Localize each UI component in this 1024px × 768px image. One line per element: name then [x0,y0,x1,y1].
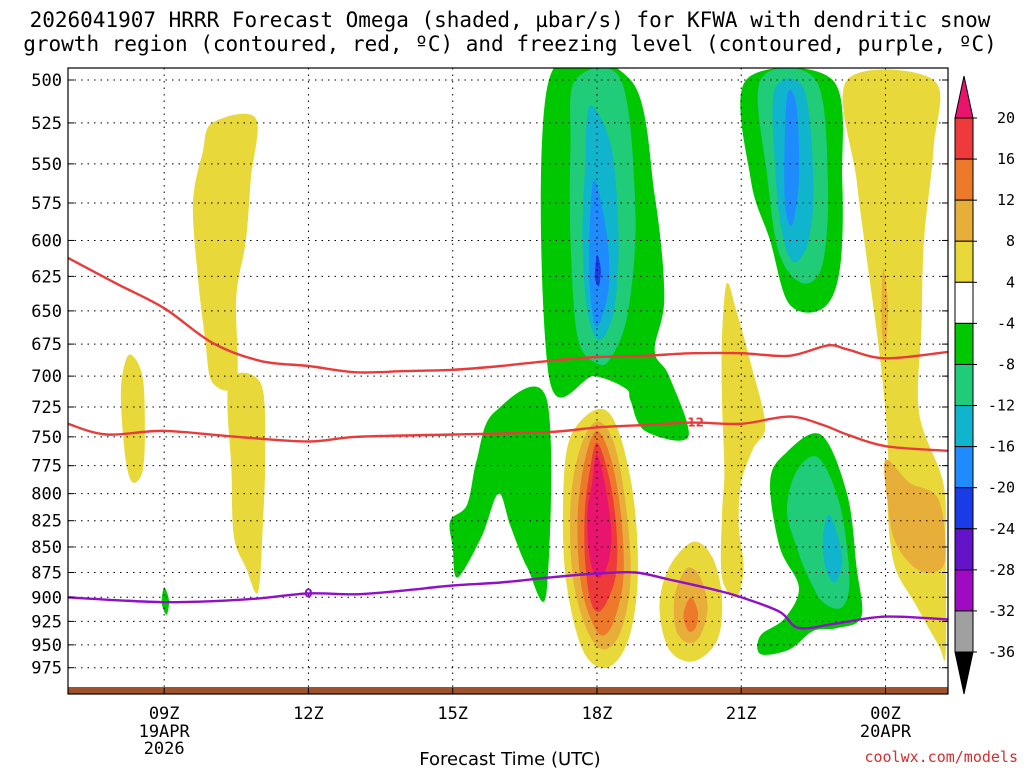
gridlines [68,68,948,694]
y-tick-label-850: 850 [31,538,62,558]
colorbar-box-8 [954,446,974,489]
omega-region-27 [683,597,699,632]
omega-shading [120,68,947,668]
y-tick-label-650: 650 [31,302,62,322]
dgz-contour-1-label: -12 [682,416,704,430]
omega-region-17 [784,89,800,227]
y-tick-label-525: 525 [31,114,62,134]
colorbar-label--36: -36 [988,643,1015,661]
colorbar-box-6 [954,363,974,407]
omega-region-2 [227,372,266,594]
colorbar-box-9 [954,487,974,530]
x-tick-label-21Z: 21Z [726,704,757,724]
omega-region-1 [120,354,145,483]
x-tick-sublabel-19APR: 19APR [139,722,191,742]
y-tick-label-775: 775 [31,457,62,477]
colorbar-label--20: -20 [988,479,1015,497]
omega-region-20 [822,514,843,583]
omega-region-23 [881,268,888,352]
colorbar-bottom-arrow [954,651,974,695]
x-tick-sublabel-20APR: 20APR [860,722,912,742]
watermark: coolwx.com/models [864,748,1018,766]
colorbar-label--28: -28 [988,561,1015,579]
chart-title-line-1: 2026041907 HRRR Forecast Omega (shaded, … [30,8,991,32]
y-tick-label-800: 800 [31,485,62,505]
x-tick-label-12Z: 12Z [293,704,324,724]
y-tick-label-575: 575 [31,194,62,214]
omega-region-0 [192,113,258,391]
y-tick-label-825: 825 [31,512,62,532]
y-tick-label-550: 550 [31,155,62,175]
y-tick-label-900: 900 [31,588,62,608]
y-tick-label-600: 600 [31,231,62,251]
colorbar-box-10 [954,528,974,571]
x-axis-label: Forecast Time (UTC) [419,749,600,768]
y-tick-label-925: 925 [31,612,62,632]
colorbar-box-11 [954,569,974,612]
colorbar: 20 16 12 8 4 -4 -8 -12 -16 -20 -24 -28 -32 -36 [954,75,1015,695]
colorbar-box-2 [954,199,974,242]
colorbar-box-5 [954,322,974,365]
ground-surface [68,687,948,694]
plot-frame [67,67,949,695]
dgz-contour-0 [68,256,948,374]
colorbar-label-4: 4 [1006,273,1015,291]
y-tick-label-750: 750 [31,428,62,448]
omega-region-24 [720,282,766,598]
colorbar-label-20: 20 [997,109,1015,127]
contour-lines: -12 0 [68,256,948,630]
y-tick-label-950: 950 [31,636,62,656]
y-tick-label-975: 975 [31,659,62,679]
omega-region-12 [589,179,610,327]
colorbar-label-12: 12 [997,191,1015,209]
x-tick-label-15Z: 15Z [437,704,468,724]
colorbar-label--8: -8 [997,355,1015,373]
colorbar-box-7 [954,405,974,448]
y-tick-label-675: 675 [31,335,62,355]
omega-region-22 [884,459,946,574]
colorbar-top-arrow [954,75,974,119]
omega-region-7 [587,454,612,578]
x-tick-label-00Z: 00Z [870,704,901,724]
x-tick-label-09Z: 09Z [149,704,180,724]
colorbar-label--24: -24 [988,520,1015,538]
freezing-level-line-label: 0 [304,586,312,600]
colorbar-label--4: -4 [997,314,1015,332]
colorbar-box-3 [954,240,974,283]
colorbar-box-4 [954,281,974,324]
x-tick-label-18Z: 18Z [582,704,613,724]
y-tick-label-700: 700 [31,367,62,387]
y-tick-label-875: 875 [31,563,62,583]
freezing-level-line [68,570,948,630]
colorbar-label--32: -32 [988,602,1015,620]
colorbar-label--12: -12 [988,397,1015,415]
colorbar-box-12 [954,610,974,653]
omega-region-8 [449,386,552,602]
y-tick-label-725: 725 [31,398,62,418]
chart-title-line-2: growth region (contoured, red, ºC) and f… [23,32,997,56]
colorbar-box-1 [954,158,974,201]
colorbar-box-0 [954,117,974,160]
y-tick-label-500: 500 [31,71,62,91]
y-tick-label-625: 625 [31,267,62,287]
x-tick-sublabel-2026: 2026 [144,739,185,759]
omega-region-13 [594,254,601,287]
y-axis: 500 525 550 575 600 625 650 675 700 725 750 775 800 8… [31,71,948,679]
colorbar-label-8: 8 [1006,232,1015,250]
colorbar-label-16: 16 [997,150,1015,168]
colorbar-label--16: -16 [988,438,1015,456]
dgz-contour-1 [68,415,948,452]
